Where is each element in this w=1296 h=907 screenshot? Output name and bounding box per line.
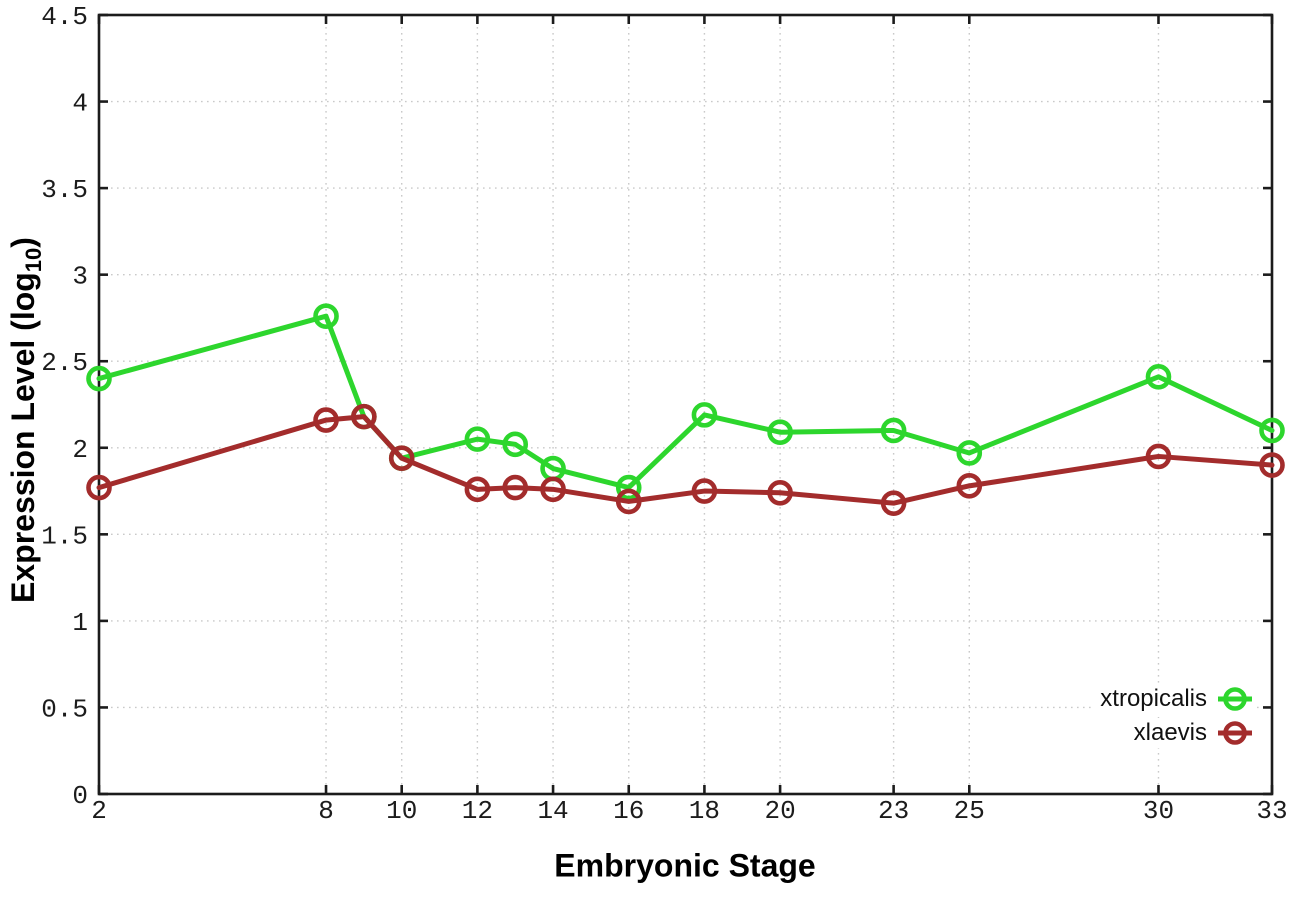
data-point-xtropicalis (1145, 364, 1172, 390)
data-point-xlaevis (767, 479, 793, 506)
y-tick-label: 0 (72, 781, 88, 811)
y-tick-label: 2 (72, 435, 88, 465)
data-point-xlaevis (313, 407, 339, 433)
data-point-xlaevis (540, 476, 566, 503)
data-point-xtropicalis (880, 417, 907, 444)
x-tick-label: 2 (91, 796, 107, 826)
legend-sample-xtropicalis-icon (1218, 687, 1252, 711)
data-point-xtropicalis (615, 474, 642, 501)
x-tick-label: 30 (1143, 796, 1174, 826)
y-axis-title-close: ) (4, 237, 41, 248)
data-point-xtropicalis (956, 440, 983, 466)
y-tick-label: 1.5 (41, 521, 88, 551)
legend-sample-xlaevis-icon (1218, 721, 1252, 745)
x-tick-label: 20 (764, 796, 795, 826)
data-point-xlaevis (351, 403, 377, 430)
legend-row-xlaevis: xlaevis (1127, 718, 1254, 748)
y-tick-label: 0.5 (41, 694, 88, 724)
y-tick-label: 2.5 (41, 348, 88, 378)
x-tick-label: 16 (613, 796, 644, 826)
y-tick-label: 1 (72, 608, 88, 638)
legend-label-xlaevis: xlaevis (1133, 719, 1207, 746)
data-point-xtropicalis (767, 419, 793, 445)
data-point-xtropicalis (86, 365, 112, 392)
data-point-xlaevis (615, 488, 642, 515)
data-point-xtropicalis (464, 426, 491, 452)
data-point-xtropicalis (502, 431, 529, 458)
x-tick-label: 25 (954, 796, 985, 826)
y-tick-label: 4 (72, 89, 88, 119)
x-tick-label: 8 (318, 796, 334, 826)
y-tick-label: 4.5 (41, 2, 88, 32)
y-axis-title: Expression Level (log10) (5, 237, 47, 603)
x-tick-label: 10 (386, 796, 417, 826)
data-point-xlaevis (1259, 452, 1285, 478)
data-point-xlaevis (880, 490, 907, 516)
x-tick-label: 12 (462, 796, 493, 826)
legend-marker (1223, 687, 1247, 711)
data-point-xlaevis (502, 474, 529, 501)
data-point-xtropicalis (1259, 417, 1285, 444)
data-point-xlaevis (464, 476, 491, 503)
data-point-xtropicalis (691, 402, 718, 428)
data-point-xlaevis (956, 473, 983, 499)
y-axis-title-text: Expression Level (log (4, 272, 41, 603)
legend-label-xtropicalis: xtropicalis (1100, 685, 1207, 712)
x-tick-label: 18 (689, 796, 720, 826)
data-point-xlaevis (1145, 443, 1172, 470)
y-tick-label: 3 (72, 262, 88, 292)
series-xtropicalis-line (96, 313, 1275, 491)
legend-row-xtropicalis: xtropicalis (1094, 684, 1254, 714)
y-tick-label: 3.5 (41, 175, 88, 205)
y-axis-title-subscript: 10 (21, 247, 47, 273)
legend-marker (1223, 721, 1247, 745)
data-point-xlaevis (691, 478, 718, 504)
plot-border (97, 13, 1274, 796)
x-tick-label: 23 (878, 796, 909, 826)
data-point-xtropicalis (313, 303, 339, 330)
x-tick-label: 33 (1256, 796, 1287, 826)
data-point-xlaevis (388, 445, 415, 471)
legend: xtropicalis xlaevis (1094, 684, 1254, 748)
x-tick-label: 14 (537, 796, 568, 826)
x-axis-title: Embryonic Stage (554, 847, 816, 884)
data-point-xlaevis (86, 474, 112, 501)
